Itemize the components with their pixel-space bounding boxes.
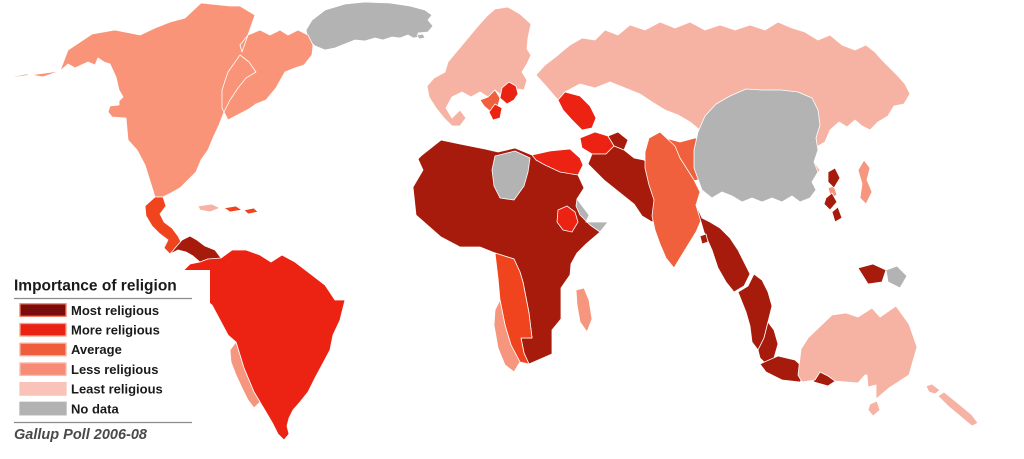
svg-text:Importance of religion: Importance of religion	[14, 278, 177, 295]
svg-text:More religious: More religious	[71, 323, 160, 338]
svg-text:Average: Average	[71, 342, 122, 357]
svg-text:Most religious: Most religious	[71, 303, 159, 318]
svg-text:Less religious: Less religious	[71, 362, 158, 377]
svg-text:Gallup Poll 2006-08: Gallup Poll 2006-08	[14, 427, 148, 443]
svg-text:Least religious: Least religious	[71, 382, 163, 397]
svg-text:No data: No data	[71, 401, 119, 416]
